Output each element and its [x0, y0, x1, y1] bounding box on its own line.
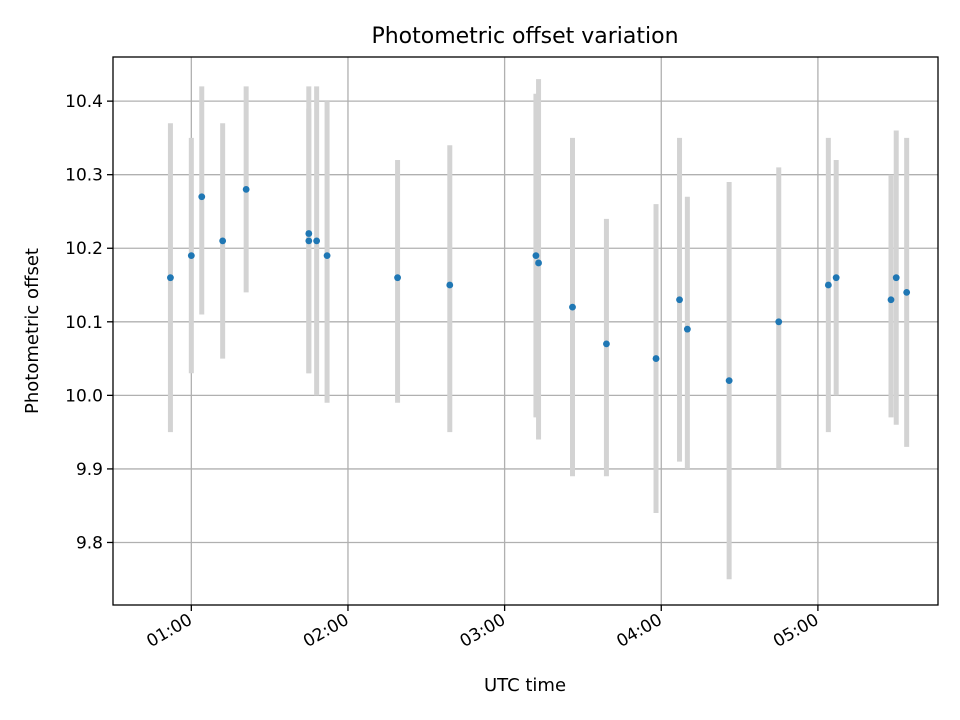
x-tick-label: 05:00: [770, 610, 822, 652]
data-point: [775, 318, 783, 326]
data-point: [532, 252, 540, 260]
data-point: [603, 340, 610, 348]
data-point: [305, 230, 313, 237]
chart-title: Photometric offset variation: [371, 24, 678, 49]
x-tick-label: 04:00: [613, 610, 665, 652]
data-point: [683, 325, 691, 333]
x-tick-label: 03:00: [457, 610, 509, 652]
axis-ticks: 9.8 9.9 10.0 10.1 10.2 10.3 10.4 01:00 02:00 03:0…: [65, 92, 822, 652]
data-point: [242, 186, 250, 193]
data-point: [569, 303, 576, 311]
grid-lines: [113, 57, 938, 605]
y-tick-label: 9.8: [76, 533, 103, 553]
data-point: [652, 355, 660, 362]
x-tick-label: 01:00: [143, 610, 195, 652]
y-tick-label: 10.0: [65, 386, 103, 406]
data-point: [903, 288, 911, 296]
y-tick-label: 10.4: [65, 92, 103, 112]
y-tick-label: 10.1: [65, 313, 103, 333]
data-point: [892, 274, 900, 282]
data-point: [535, 259, 542, 267]
data-points: [167, 186, 911, 385]
data-point: [305, 237, 313, 245]
x-tick-label: 02:00: [300, 610, 352, 652]
y-tick-label: 10.2: [65, 239, 103, 259]
data-point: [323, 252, 331, 260]
data-point: [167, 274, 174, 282]
data-point: [446, 281, 454, 289]
data-point: [832, 274, 840, 282]
data-point: [824, 281, 832, 289]
plot-frame: [112, 56, 939, 606]
data-point: [394, 274, 401, 282]
data-point: [219, 237, 227, 245]
y-tick-label: 9.9: [76, 460, 103, 480]
error-bars: [167, 79, 910, 580]
data-point: [676, 296, 683, 304]
data-point: [187, 252, 195, 260]
data-point: [887, 296, 895, 304]
y-axis-label: Photometric offset: [22, 248, 43, 414]
data-point: [198, 193, 206, 201]
data-point: [313, 237, 321, 245]
data-point: [725, 377, 733, 385]
x-axis-label: UTC time: [484, 675, 566, 696]
y-tick-label: 10.3: [65, 166, 103, 186]
